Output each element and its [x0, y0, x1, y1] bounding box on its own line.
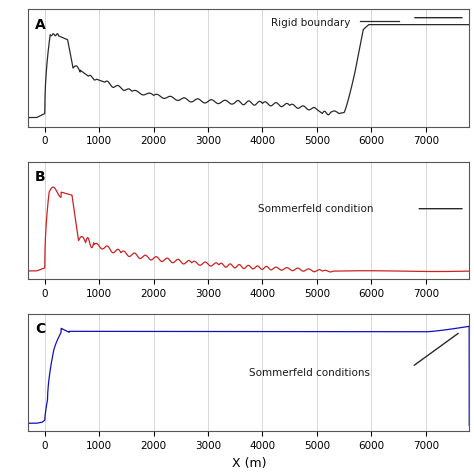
Text: A: A — [35, 18, 46, 32]
Text: C: C — [35, 322, 46, 337]
Text: Sommerfeld condition: Sommerfeld condition — [258, 204, 373, 214]
Text: Sommerfeld conditions: Sommerfeld conditions — [249, 368, 370, 378]
Text: Rigid boundary: Rigid boundary — [271, 18, 350, 27]
X-axis label: X (m): X (m) — [232, 456, 266, 470]
Text: B: B — [35, 170, 46, 184]
